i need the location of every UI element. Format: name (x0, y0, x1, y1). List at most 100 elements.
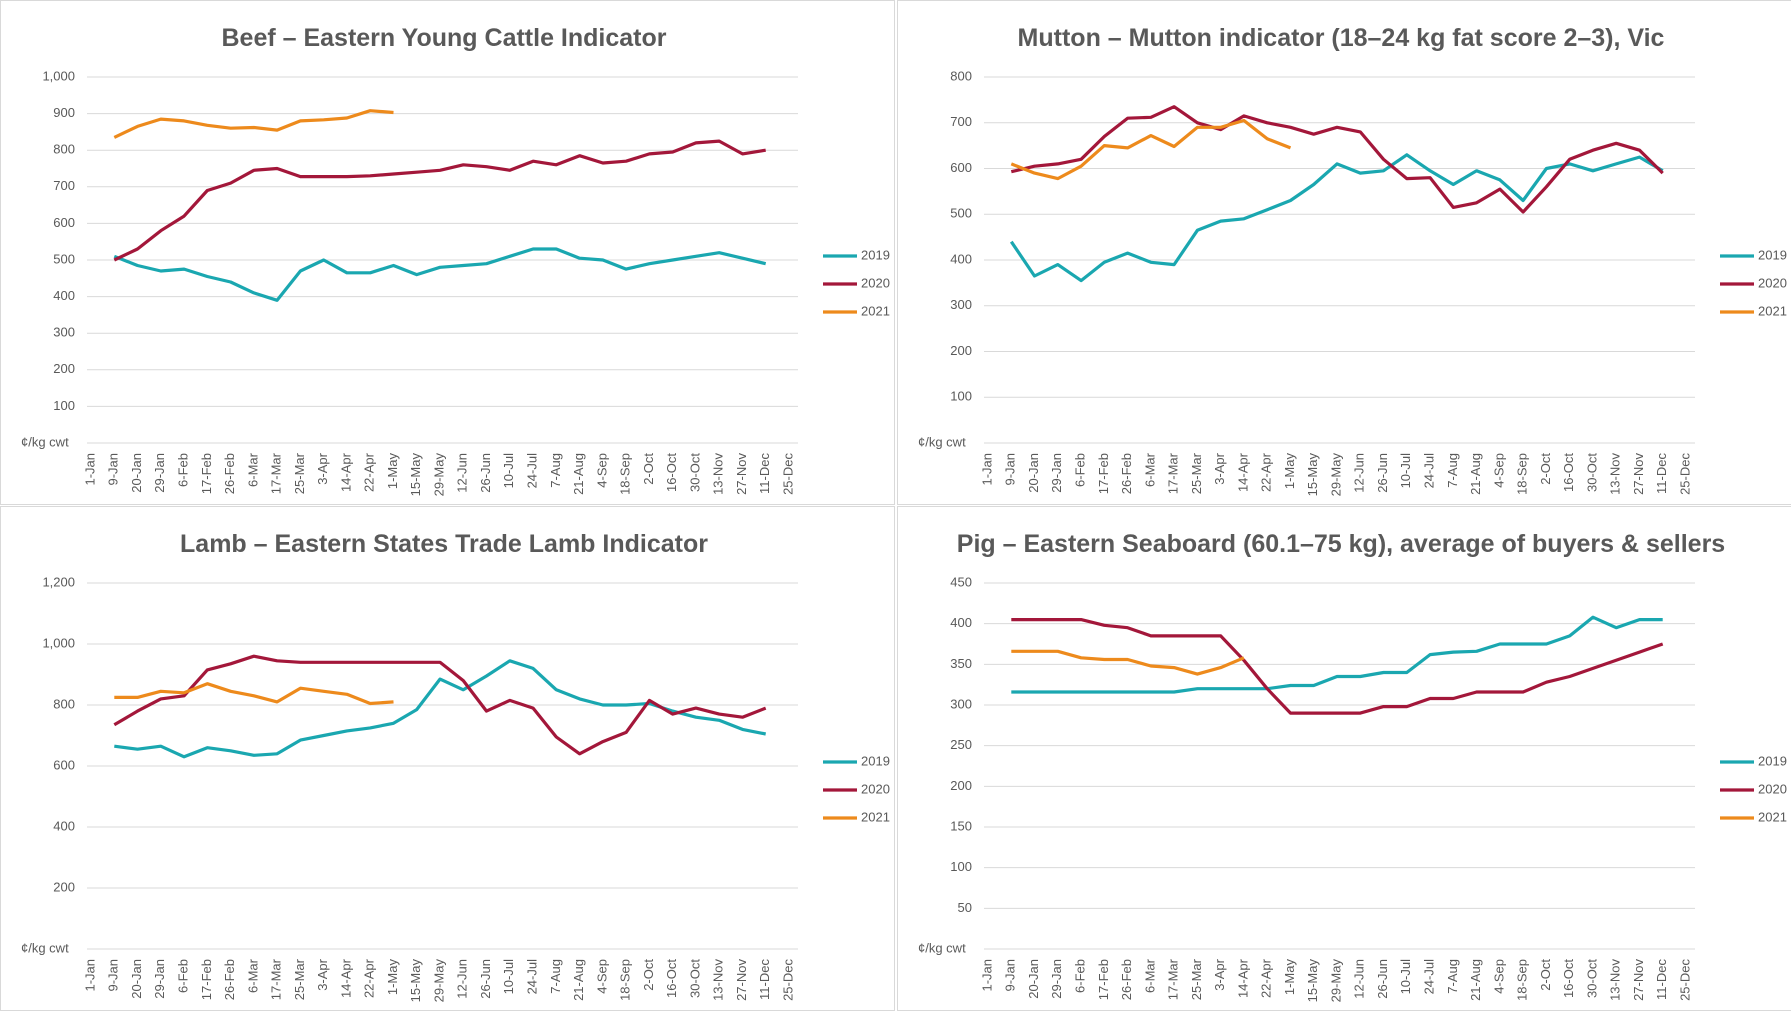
x-tick-label: 27-Nov (734, 959, 749, 1001)
x-tick-label: 29-May (1328, 453, 1343, 497)
x-tick-label: 16-Oct (1561, 959, 1576, 998)
x-tick-label: 2-Oct (641, 959, 656, 991)
x-tick-label: 12-Jun (455, 959, 470, 999)
y-unit-label: ¢/kg cwt (21, 434, 69, 449)
legend-label: 2019 (861, 753, 890, 768)
x-tick-label: 16-Oct (1561, 453, 1576, 492)
x-tick-label: 26-Feb (222, 959, 237, 1000)
x-tick-label: 26-Jun (478, 959, 493, 999)
y-tick-label: 300 (950, 696, 972, 711)
x-tick-label: 6-Mar (245, 452, 260, 487)
y-tick-label: 800 (53, 696, 75, 711)
x-tick-label: 25-Mar (292, 452, 307, 494)
x-tick-label: 17-Mar (269, 958, 284, 1000)
chart: 100 200 300 400 500 600 700 800 ¢/kg cwt 1-Jan 9-J… (918, 68, 1787, 497)
y-tick-label: 400 (950, 251, 972, 266)
x-tick-label: 1-Jan (979, 453, 994, 486)
x-tick-label: 4-Sep (1491, 959, 1506, 994)
x-tick-label: 15-May (1305, 959, 1320, 1003)
x-tick-label: 24-Jul (525, 959, 540, 995)
x-tick-label: 6-Mar (1142, 958, 1157, 993)
x-tick-label: 26-Jun (1375, 453, 1390, 493)
x-tick-label: 20-Jan (129, 959, 144, 999)
y-tick-label: 500 (950, 206, 972, 221)
y-tick-label: 200 (53, 879, 75, 894)
x-tick-label: 24-Jul (525, 453, 540, 489)
series-line (113, 247, 767, 302)
series-line (113, 654, 767, 756)
y-tick-label: 450 (950, 574, 972, 589)
series-line (113, 139, 766, 262)
x-tick-label: 30-Oct (1584, 959, 1599, 998)
y-tick-label: 1,200 (42, 574, 75, 589)
chart: 50 100 150 200 250 300 350 400 450 ¢/kg cwt 1-Jan 9… (918, 574, 1787, 1003)
y-tick-label: 900 (53, 105, 75, 120)
legend-label: 2021 (1758, 809, 1787, 824)
series-line (1009, 153, 1664, 283)
x-tick-label: 26-Jun (478, 453, 493, 493)
y-tick-label: 400 (950, 615, 972, 630)
x-tick-label: 25-Dec (780, 453, 795, 495)
y-tick-label: 300 (950, 297, 972, 312)
chart-title: Beef – Eastern Young Cattle Indicator (221, 24, 667, 52)
series-line (1011, 618, 1664, 715)
x-tick-label: 29-Jan (152, 453, 167, 493)
series-line (1011, 615, 1663, 694)
y-tick-label: 600 (53, 757, 75, 772)
x-tick-label: 24-Jul (1422, 453, 1437, 489)
series-line (113, 109, 394, 139)
legend-label: 2019 (1758, 247, 1787, 262)
x-tick-label: 11-Dec (757, 453, 772, 494)
legend-label: 2021 (1758, 303, 1787, 318)
x-tick-label: 27-Nov (734, 453, 749, 495)
chart-panel: 100 200 300 400 500 600 700 800 900 1,000 ¢/kg cwt… (0, 0, 895, 505)
x-tick-label: 16-Oct (664, 453, 679, 492)
y-tick-label: 400 (53, 818, 75, 833)
x-tick-label: 2-Oct (1538, 453, 1553, 485)
x-tick-label: 3-Apr (315, 958, 330, 990)
x-tick-label: 1-May (385, 959, 400, 996)
x-tick-label: 10-Jul (501, 453, 516, 489)
x-tick-label: 17-Feb (199, 453, 214, 494)
x-tick-label: 25-Dec (1677, 959, 1692, 1001)
x-tick-label: 15-May (408, 453, 423, 497)
x-tick-label: 21-Aug (571, 959, 586, 1001)
x-tick-label: 15-May (408, 959, 423, 1003)
x-tick-label: 13-Nov (711, 453, 726, 495)
y-tick-label: 700 (53, 178, 75, 193)
x-tick-label: 18-Sep (1515, 453, 1530, 495)
x-tick-label: 25-Dec (780, 959, 795, 1001)
x-tick-label: 26-Feb (222, 453, 237, 494)
legend-label: 2021 (861, 303, 890, 318)
y-unit-label: ¢/kg cwt (21, 940, 69, 955)
x-tick-label: 26-Jun (1375, 959, 1390, 999)
series-line (1010, 105, 1664, 214)
x-tick-label: 7-Aug (548, 959, 563, 994)
x-tick-label: 27-Nov (1631, 453, 1646, 495)
x-tick-label: 6-Feb (1073, 959, 1088, 993)
legend-label: 2020 (1758, 781, 1787, 796)
y-tick-label: 100 (950, 859, 972, 874)
x-tick-label: 18-Sep (1515, 959, 1530, 1001)
y-tick-label: 200 (950, 343, 972, 358)
x-tick-label: 1-May (1282, 959, 1297, 996)
y-tick-label: 150 (950, 818, 972, 833)
y-tick-label: 800 (53, 142, 75, 157)
y-tick-label: 350 (950, 656, 972, 671)
x-tick-label: 22-Apr (1259, 452, 1274, 492)
x-tick-label: 11-Dec (1654, 453, 1669, 494)
x-tick-label: 22-Apr (362, 452, 377, 492)
series-line (1011, 649, 1245, 676)
x-tick-label: 1-May (385, 453, 400, 490)
y-tick-label: 250 (950, 737, 972, 752)
chart-title: Lamb – Eastern States Trade Lamb Indicat… (180, 530, 708, 558)
x-tick-label: 10-Jul (1398, 959, 1413, 995)
x-tick-label: 20-Jan (129, 453, 144, 493)
y-tick-label: 100 (53, 398, 75, 413)
x-tick-label: 3-Apr (1212, 452, 1227, 484)
y-unit-label: ¢/kg cwt (918, 940, 966, 955)
x-tick-label: 3-Apr (1212, 958, 1227, 990)
x-tick-label: 10-Jul (501, 959, 516, 995)
x-tick-label: 9-Jan (106, 959, 121, 992)
